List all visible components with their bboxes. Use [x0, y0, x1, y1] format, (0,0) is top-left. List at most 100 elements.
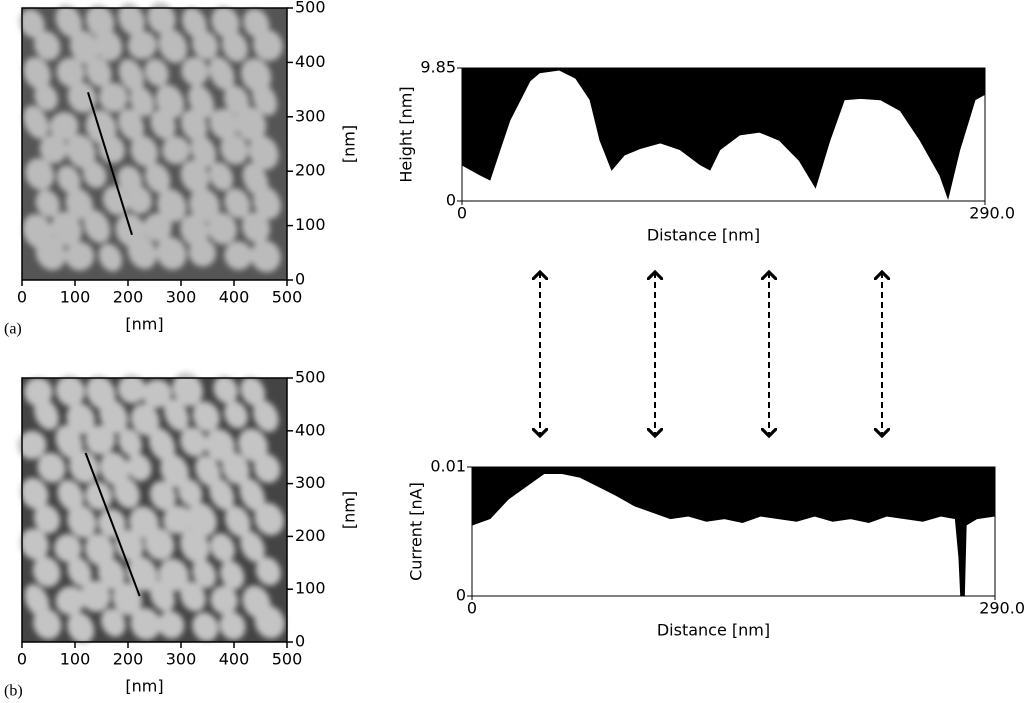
grain [147, 2, 176, 34]
x-tick-label: 500 [272, 288, 303, 307]
grain [56, 57, 85, 88]
grain [55, 4, 83, 38]
grain [55, 375, 85, 407]
grain [55, 586, 86, 615]
grain [192, 30, 219, 60]
y-tick-label: 500 [295, 0, 326, 17]
grain [157, 610, 185, 639]
y-tick-label: 300 [295, 106, 326, 125]
grain [224, 188, 251, 219]
grain [158, 29, 188, 64]
grain [180, 109, 208, 142]
grain [17, 430, 47, 460]
grain [98, 134, 125, 164]
panel-label: (b) [4, 683, 23, 699]
grain [118, 428, 142, 457]
grain [67, 81, 97, 114]
x-axis-label: Distance [nm] [647, 226, 760, 245]
grain [186, 502, 217, 537]
grain [33, 608, 62, 640]
grain [129, 86, 155, 117]
grain [54, 534, 82, 563]
grain [67, 612, 95, 644]
grain [65, 188, 93, 220]
image-frame [21, 7, 288, 281]
grain [149, 580, 175, 612]
grain [252, 83, 278, 116]
texture [17, 372, 285, 644]
y-tick-label: 0.01 [430, 457, 466, 476]
grain [235, 106, 267, 142]
grain [213, 375, 238, 404]
grain [35, 236, 66, 271]
grain [56, 165, 81, 194]
grain [113, 476, 140, 509]
x-tick-label: 500 [272, 650, 303, 669]
grain [220, 560, 245, 590]
grain [241, 212, 271, 244]
y-tick-label: 0 [446, 191, 456, 210]
grain [210, 533, 235, 563]
grain [209, 478, 235, 510]
grain [19, 9, 45, 38]
y-tick-label: 500 [295, 368, 326, 387]
grain [130, 135, 159, 167]
y-tick-label: 9.85 [420, 58, 456, 77]
x-tick-label: 200 [113, 650, 144, 669]
x-tick-label: 300 [166, 288, 197, 307]
grain [240, 376, 266, 407]
x-tick-label: 0 [457, 204, 467, 223]
grain [85, 5, 115, 38]
grain [39, 134, 68, 164]
x-tick-label: 290.0 [979, 599, 1025, 618]
grain [67, 556, 92, 587]
x-axis-label: Distance [nm] [657, 621, 770, 640]
grain [117, 374, 146, 404]
grain [80, 580, 111, 612]
grain [181, 7, 207, 39]
profile-line [461, 69, 986, 201]
grain [118, 58, 145, 92]
grain [172, 372, 203, 407]
grain [49, 111, 79, 141]
y-tick-label: 400 [295, 52, 326, 71]
grain [188, 84, 215, 119]
grain [239, 478, 265, 512]
y-tick-label: 100 [295, 215, 326, 234]
scan-line [84, 452, 141, 597]
image-frame [21, 377, 288, 643]
y-axis-label: Height [nm] [397, 86, 416, 182]
grain [250, 240, 281, 273]
grain [51, 211, 82, 247]
grain [23, 105, 49, 139]
x-tick-label: 290.0 [969, 204, 1015, 223]
grain [102, 185, 130, 216]
grain [157, 188, 187, 223]
grain [223, 85, 250, 115]
grain [83, 209, 111, 244]
grain [33, 504, 61, 534]
grain [112, 582, 143, 616]
x-tick-label: 0 [17, 288, 27, 307]
fill-region [472, 467, 995, 596]
x-tick-label: 400 [219, 288, 250, 307]
y-tick-label: 0 [295, 632, 305, 651]
panel-label: (a) [4, 321, 22, 338]
grain [180, 159, 210, 194]
grain [209, 162, 234, 191]
grain [148, 427, 176, 462]
profile-line [471, 472, 996, 597]
grain [144, 58, 169, 87]
grain [130, 608, 161, 640]
grain [57, 479, 84, 512]
grain [181, 56, 209, 86]
grain [211, 6, 240, 38]
grain [254, 502, 284, 536]
grain [208, 56, 235, 91]
grain [101, 608, 126, 637]
grain [65, 241, 95, 271]
grain [66, 134, 96, 169]
grain [69, 30, 100, 65]
grain [127, 235, 157, 270]
